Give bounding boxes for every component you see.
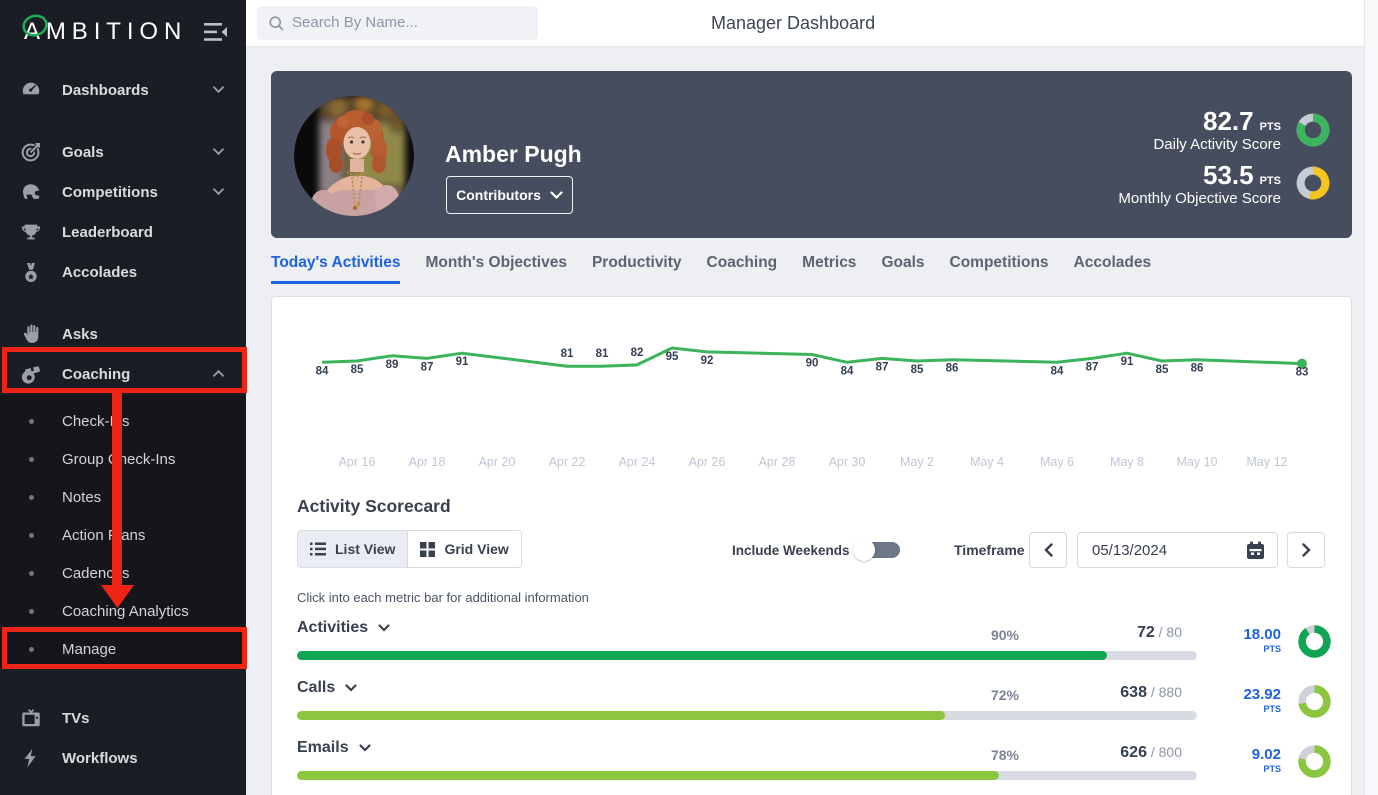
svg-text:92: 92 (701, 355, 714, 367)
svg-text:82: 82 (631, 347, 644, 359)
svg-text:85: 85 (1156, 364, 1169, 376)
svg-text:Apr 20: Apr 20 (479, 455, 516, 469)
svg-text:Apr 30: Apr 30 (829, 455, 866, 469)
svg-text:Apr 28: Apr 28 (759, 455, 796, 469)
svg-text:91: 91 (1121, 356, 1134, 368)
svg-text:95: 95 (666, 351, 679, 363)
svg-text:May 12: May 12 (1247, 455, 1288, 469)
svg-text:84: 84 (1051, 365, 1064, 377)
svg-text:May 10: May 10 (1177, 455, 1218, 469)
svg-text:87: 87 (1086, 361, 1099, 373)
svg-text:Apr 18: Apr 18 (409, 455, 446, 469)
svg-text:May 8: May 8 (1110, 455, 1144, 469)
svg-text:Apr 24: Apr 24 (619, 455, 656, 469)
svg-text:May 2: May 2 (900, 455, 934, 469)
svg-text:85: 85 (911, 364, 924, 376)
svg-text:83: 83 (1296, 367, 1309, 379)
svg-text:91: 91 (456, 356, 469, 368)
svg-text:Apr 26: Apr 26 (689, 455, 726, 469)
svg-text:85: 85 (351, 364, 364, 376)
svg-text:May 4: May 4 (970, 455, 1004, 469)
svg-text:90: 90 (806, 358, 819, 370)
svg-text:84: 84 (316, 365, 329, 377)
svg-text:87: 87 (876, 361, 889, 373)
svg-text:87: 87 (421, 361, 434, 373)
svg-text:84: 84 (841, 365, 854, 377)
svg-text:86: 86 (946, 363, 959, 375)
svg-text:Apr 22: Apr 22 (549, 455, 586, 469)
svg-text:81: 81 (596, 348, 609, 360)
svg-text:81: 81 (561, 348, 574, 360)
svg-text:89: 89 (386, 359, 399, 371)
svg-text:Apr 16: Apr 16 (339, 455, 376, 469)
svg-text:May 6: May 6 (1040, 455, 1074, 469)
svg-text:86: 86 (1191, 363, 1204, 375)
